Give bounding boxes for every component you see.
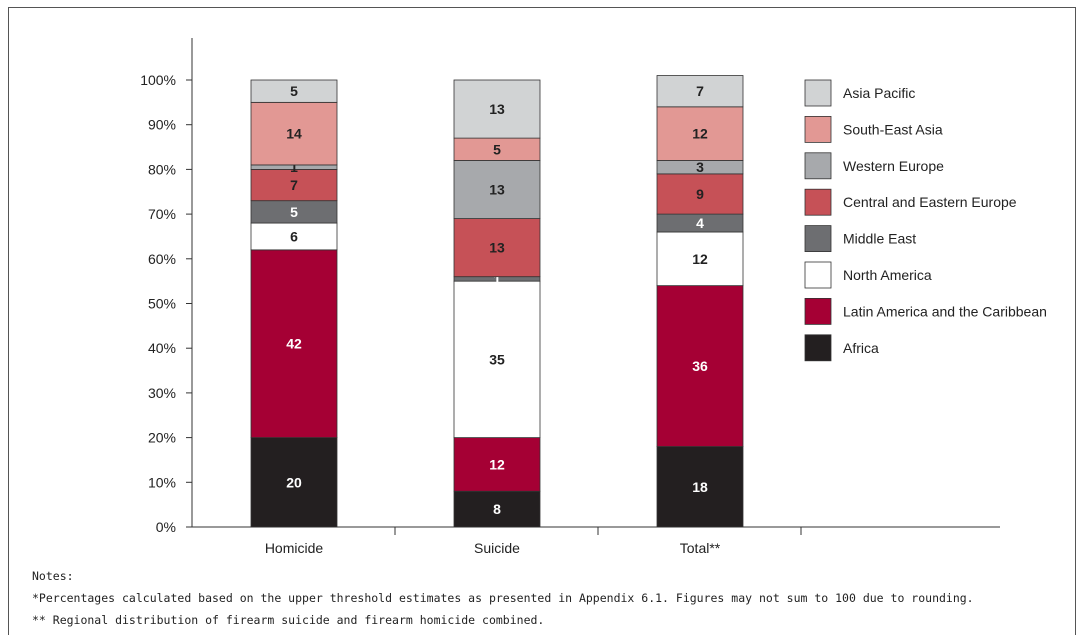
bar-segment [250,249,338,439]
bar-segment [453,160,541,219]
notes-line-1: *Percentages calculated based on the upp… [32,591,974,605]
segment-value-label: 12 [489,456,505,472]
segment-value-label: 1 [290,159,298,175]
legend-label: Western Europe [843,158,944,174]
legend-label: Asia Pacific [843,85,915,101]
segment-value-label: 35 [489,351,505,367]
segment-value-label: 13 [489,240,505,256]
legend-swatch [804,261,832,289]
segment-value-label: 5 [290,204,298,220]
legend-label: Latin America and the Caribbean [843,303,1047,319]
segment-value-label: 6 [290,228,298,244]
x-category-label: Total** [680,540,721,556]
bar-segment [656,231,744,287]
bar-segment [656,75,744,108]
legend-swatch [804,334,832,362]
bar-segment [453,79,541,139]
figure-frame [8,7,1076,635]
bar-segment [656,173,744,215]
segment-value-label: 18 [692,479,708,495]
legend-swatch [804,152,832,180]
segment-value-label: 14 [286,126,302,142]
segment-value-label: 4 [696,215,704,231]
stacked-bar-chart: 0% 10% 20% 30% 40% 50% 60% 70% 80% 90% 100% 20 42 6 5 7… [140,38,1047,556]
segment-value-label: 13 [489,101,505,117]
y-tick-label: 50% [148,296,176,312]
bar-segment [250,79,338,103]
segment-value-label: 7 [290,177,298,193]
y-tick-label: 80% [148,161,176,177]
legend-swatch [804,188,832,216]
notes-line-2: ** Regional distribution of firearm suic… [32,613,545,627]
bar-segment [250,101,338,166]
y-tick-label: 60% [148,251,176,267]
y-tick-label: 10% [148,474,176,490]
bar-segment [250,168,338,202]
x-category-label: Suicide [474,540,520,556]
bar-segment [656,285,744,447]
legend-swatch [804,297,832,325]
segment-value-label: 5 [290,83,298,99]
segment-value-label: 8 [493,501,501,517]
segment-value-label: 36 [692,358,708,374]
bar-segment [453,218,541,278]
segment-value-label: 42 [286,336,302,352]
segment-value-label: 9 [696,186,704,202]
legend-label: Middle East [843,231,916,247]
segment-value-label: 12 [692,251,708,267]
bar-segment [250,222,338,251]
segment-value-label: 12 [692,126,708,142]
legend-label: Central and Eastern Europe [843,194,1017,210]
segment-value-label: 1 [493,271,501,287]
bar-segment [453,280,541,438]
legend-swatch [804,79,832,107]
segment-value-label: 7 [696,83,704,99]
y-tick-label: 30% [148,385,176,401]
legend-swatch [804,116,832,143]
y-tick-label: 70% [148,206,176,222]
legend-label: North America [843,267,932,283]
y-tick-label: 0% [156,519,176,535]
y-tick-label: 40% [148,340,176,356]
bar-segment [453,437,541,492]
y-tick-label: 20% [148,430,176,446]
notes: Notes: *Percentages calculated based on … [32,565,1072,631]
legend-label: South-East Asia [843,121,943,137]
segment-value-label: 5 [493,141,501,157]
segment-value-label: 13 [489,182,505,198]
bar-segment [250,437,338,528]
x-category-label: Homicide [265,540,324,556]
y-tick-label: 90% [148,117,176,133]
notes-heading: Notes: [32,569,74,583]
bar-segment [656,106,744,161]
segment-value-label: 3 [696,159,704,175]
legend-swatch [804,225,832,253]
y-tick-label: 100% [140,72,176,88]
segment-value-label: 20 [286,474,302,490]
legend-label: Africa [843,340,879,356]
bar-segment [656,446,744,528]
